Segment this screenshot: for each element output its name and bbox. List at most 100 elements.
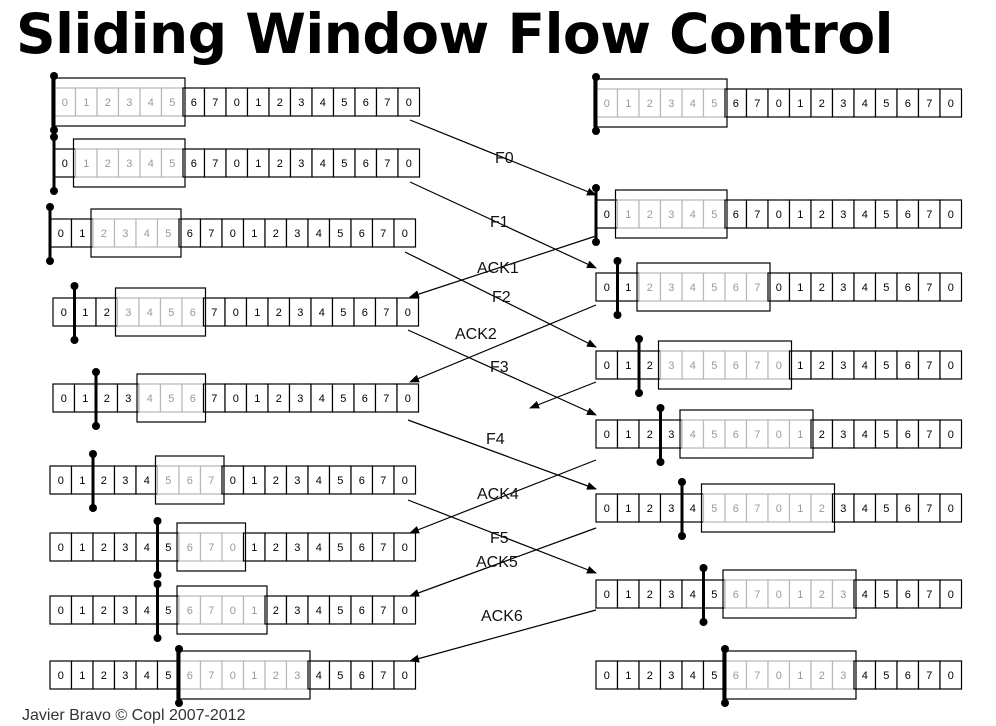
receiver-row-5-pointer-bottom (678, 532, 686, 540)
sender-row-5-seq-15: 7 (380, 475, 386, 487)
receiver-row-0-cell-16 (939, 88, 963, 118)
sender-row-6-seq-7: 7 (208, 542, 214, 554)
sender-row-2-seq-1: 1 (79, 228, 85, 240)
sender-row-3-cell-16 (396, 297, 420, 327)
sender-row-1-seq-1: 1 (83, 158, 89, 170)
receiver-row-5-pointer-top (678, 478, 686, 486)
receiver-row-4-seq-0: 0 (604, 429, 610, 441)
sender-row-5-seq-11: 3 (294, 475, 300, 487)
receiver-row-6-seq-14: 6 (905, 589, 911, 601)
sender-row-0-seq-14: 6 (363, 97, 369, 109)
sender-row-0-seq-5: 5 (169, 97, 175, 109)
receiver-row-0-seq-9: 1 (797, 98, 803, 110)
receiver-row-1-seq-5: 5 (711, 209, 717, 221)
receiver-row-6-pointer-bottom (699, 618, 708, 626)
receiver-row-3-seq-11: 3 (840, 360, 846, 372)
sender-row-4-pointer-bottom (92, 422, 100, 430)
ack1-arrow (409, 235, 597, 298)
sender-row-2-seq-16: 0 (402, 228, 408, 240)
ack2-arrow (409, 304, 597, 383)
sender-row-4-seq-14: 6 (362, 393, 368, 405)
receiver-row-6-seq-0: 0 (604, 589, 610, 601)
sender-row-0-seq-16: 0 (406, 97, 412, 109)
receiver-row-2-pointer-bottom (613, 311, 622, 319)
sender-row-7-cell-16 (393, 595, 417, 625)
sender-row-8-seq-11: 3 (294, 670, 300, 682)
sender-row-4-seq-5: 5 (168, 393, 174, 405)
label-f4: F4 (486, 431, 505, 448)
sender-row-1-seq-3: 3 (126, 158, 132, 170)
sender-row-5-seq-12: 4 (316, 475, 322, 487)
receiver-row-3-seq-6: 6 (733, 360, 739, 372)
sender-row-3-seq-9: 1 (254, 307, 260, 319)
sender-row-7-pointer-bottom (153, 634, 162, 642)
receiver-row-4-seq-8: 0 (776, 429, 782, 441)
receiver-row-1-seq-16: 0 (948, 209, 954, 221)
sender-row-7-seq-2: 2 (101, 605, 107, 617)
sender-row-8-seq-6: 6 (187, 670, 193, 682)
receiver-row-3-seq-10: 2 (819, 360, 825, 372)
receiver-row-7-seq-3: 3 (668, 670, 674, 682)
receiver-row-5-seq-11: 3 (840, 503, 846, 515)
receiver-row-5-seq-2: 2 (647, 503, 653, 515)
sender-row-4: 0 1 2 3 4 5 6 7 0 1 2 3 4 5 6 7 0 (52, 368, 420, 430)
sender-row-2: 0 1 2 3 4 5 6 7 0 1 2 3 4 5 6 7 0 (46, 203, 417, 265)
sender-row-0-pointer-bottom (50, 126, 58, 134)
receiver-row-2-seq-10: 2 (819, 282, 825, 294)
sender-row-2-seq-11: 3 (294, 228, 300, 240)
sender-row-5-seq-7: 7 (208, 475, 214, 487)
receiver-row-6-seq-2: 2 (647, 589, 653, 601)
sender-row-7-seq-7: 7 (208, 605, 214, 617)
sender-row-6-seq-11: 3 (294, 542, 300, 554)
sender-row-6-seq-1: 1 (79, 542, 85, 554)
sender-row-0-seq-10: 2 (277, 97, 283, 109)
sender-row-0-cell-16 (397, 87, 421, 117)
receiver-row-6-seq-9: 1 (797, 589, 803, 601)
sender-row-2-seq-6: 6 (187, 228, 193, 240)
receiver-row-7: 0 1 2 3 4 5 6 7 0 1 2 3 4 5 6 7 0 (595, 645, 963, 707)
sender-row-6-seq-12: 4 (316, 542, 322, 554)
receiver-row-3-window (657, 340, 793, 390)
receiver-row-1-seq-15: 7 (926, 209, 932, 221)
sender-row-8-seq-0: 0 (58, 670, 64, 682)
sender-row-1-seq-11: 3 (298, 158, 304, 170)
receiver-row-7-seq-8: 0 (776, 670, 782, 682)
sender-row-1-seq-12: 4 (320, 158, 326, 170)
sender-row-8-pointer-bottom (175, 699, 183, 707)
sender-row-8-seq-13: 5 (337, 670, 343, 682)
sender-row-5-seq-13: 5 (337, 475, 343, 487)
sender-row-1-seq-14: 6 (363, 158, 369, 170)
frame-f3-arrow (407, 329, 597, 416)
sender-row-3-seq-11: 3 (297, 307, 303, 319)
sender-row-3-seq-3: 3 (125, 307, 131, 319)
receiver-row-0-seq-3: 3 (668, 98, 674, 110)
sender-row-1-window (72, 138, 186, 188)
sender-row-4-seq-3: 3 (125, 393, 131, 405)
sender-row-4-seq-8: 0 (233, 393, 239, 405)
receiver-row-6-seq-16: 0 (948, 589, 954, 601)
receiver-row-1-seq-6: 6 (733, 209, 739, 221)
sender-row-6-seq-15: 7 (380, 542, 386, 554)
sender-row-3-seq-16: 0 (405, 307, 411, 319)
receiver-row-4-seq-7: 7 (754, 429, 760, 441)
receiver-row-5-seq-1: 1 (625, 503, 631, 515)
receiver-row-6-seq-12: 4 (862, 589, 868, 601)
receiver-row-3-cell-16 (939, 350, 963, 380)
sender-row-0-seq-8: 0 (234, 97, 240, 109)
receiver-row-0-seq-10: 2 (819, 98, 825, 110)
receiver-row-2-seq-12: 4 (862, 282, 868, 294)
sender-row-7-seq-11: 3 (294, 605, 300, 617)
receiver-row-0-pointer-top (592, 73, 600, 81)
sender-row-4-seq-11: 3 (297, 393, 303, 405)
sender-row-6: 0 1 2 3 4 5 6 7 0 1 2 3 4 5 6 7 0 (49, 517, 417, 579)
sender-row-0-window (51, 77, 186, 127)
receiver-row-4-seq-6: 6 (733, 429, 739, 441)
receiver-row-4-pointer-top (656, 404, 665, 412)
sender-row-6-seq-5: 5 (165, 542, 171, 554)
receiver-row-6-window (722, 569, 857, 619)
sender-row-4-cell-16 (396, 383, 420, 413)
sender-row-3-seq-12: 4 (319, 307, 325, 319)
frame-f0-arrow (409, 119, 597, 196)
receiver-row-4: 0 1 2 3 4 5 6 7 0 1 2 3 4 5 6 7 0 (595, 404, 963, 466)
receiver-row-4-seq-9: 1 (797, 429, 803, 441)
